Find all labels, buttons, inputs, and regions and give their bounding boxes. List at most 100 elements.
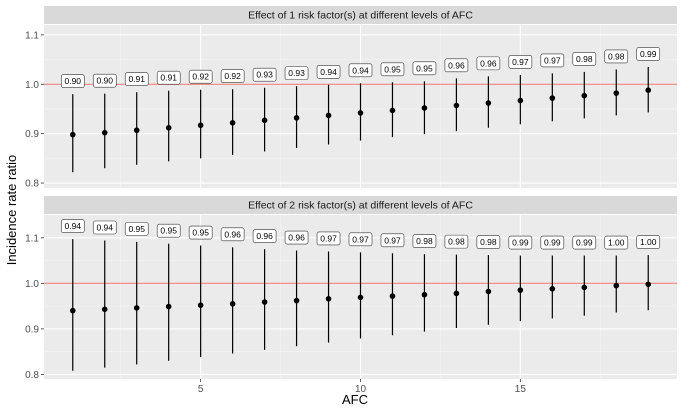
data-point	[485, 288, 492, 295]
data-label-box	[252, 67, 277, 82]
data-label-box	[572, 52, 597, 66]
x-axis: 5 10 15	[198, 379, 526, 395]
data-label-box	[508, 55, 533, 69]
x-tick-label: 5	[198, 384, 204, 395]
data-point	[485, 100, 492, 106]
data-label-box	[60, 74, 85, 88]
data-label-box	[572, 235, 597, 250]
data-label: 0.97	[320, 233, 337, 243]
data-label: 0.92	[192, 72, 209, 82]
data-point	[549, 286, 556, 292]
data-label-box	[636, 47, 661, 61]
data-label-box	[604, 49, 629, 64]
data-label: 0.91	[128, 74, 145, 84]
data-label: 0.97	[352, 234, 369, 244]
data-point	[421, 105, 428, 111]
data-label: 0.99	[576, 238, 593, 248]
data-label-box	[316, 64, 341, 79]
data-point	[549, 95, 556, 101]
x-tick-label: 15	[515, 384, 527, 395]
panel-strip	[44, 196, 677, 214]
data-point	[389, 107, 396, 114]
data-label: 0.94	[96, 223, 113, 233]
data-label-box	[476, 56, 501, 71]
data-label: 0.98	[416, 236, 433, 246]
data-label-box	[124, 222, 149, 236]
data-point	[325, 296, 332, 302]
data-label: 0.95	[160, 226, 177, 236]
data-point	[517, 287, 524, 293]
data-label-box	[60, 219, 85, 233]
data-label: 0.97	[512, 57, 529, 67]
data-label-box	[508, 235, 533, 250]
data-label-box	[188, 225, 213, 240]
data-label: 0.98	[576, 54, 593, 64]
data-label: 0.95	[416, 63, 433, 73]
y-tick-label: 1.0	[25, 279, 39, 290]
data-point	[133, 127, 140, 134]
panel-two-risk-factors: Effect of 2 risk factor(s) at different …	[25, 196, 677, 381]
data-point	[645, 281, 652, 288]
data-label: 0.98	[448, 237, 465, 247]
data-point	[613, 282, 620, 289]
panel-title: Effect of 1 risk factor(s) at different …	[248, 10, 473, 22]
data-point	[613, 90, 620, 96]
data-point	[517, 97, 524, 104]
data-label-box	[380, 233, 405, 248]
x-tick-label: 10	[355, 384, 367, 395]
data-label-box	[540, 235, 565, 250]
data-label-box	[92, 220, 117, 235]
data-label: 0.90	[64, 76, 81, 86]
data-label-box	[124, 72, 149, 86]
data-label-box	[348, 63, 373, 78]
y-tick-label: 0.8	[25, 179, 39, 190]
y-tick-label: 1.1	[25, 233, 39, 244]
data-point	[101, 306, 108, 313]
data-point	[453, 102, 460, 109]
panel-title: Effect of 2 risk factor(s) at different …	[248, 200, 473, 212]
data-point	[133, 305, 140, 311]
data-label: 0.97	[384, 235, 401, 245]
data-label: 0.91	[160, 73, 177, 83]
x-axis-title: AFC	[342, 392, 368, 407]
data-label: 0.96	[288, 233, 305, 243]
data-label: 0.99	[512, 238, 529, 248]
data-label: 0.97	[544, 55, 561, 65]
y-tick-label: 0.9	[25, 129, 39, 140]
data-point	[69, 307, 76, 314]
data-point	[101, 129, 108, 136]
y-tick-label: 1.1	[25, 30, 39, 41]
data-label: 0.94	[352, 65, 369, 75]
data-label-box	[540, 53, 565, 68]
data-label-box	[380, 62, 405, 77]
data-point	[293, 297, 300, 304]
data-label-box	[252, 229, 277, 243]
data-label: 0.94	[320, 67, 337, 77]
data-label-box	[604, 235, 629, 250]
data-label-box	[412, 234, 437, 248]
data-label-box	[316, 231, 341, 246]
panel-one-risk-factor: Effect of 1 risk factor(s) at different …	[25, 6, 677, 190]
data-label-box	[220, 69, 245, 84]
data-label: 1.00	[608, 238, 625, 248]
data-label: 0.98	[608, 51, 625, 61]
data-point	[229, 120, 236, 126]
data-label-box	[412, 61, 437, 76]
data-point	[69, 131, 76, 138]
data-label: 0.99	[640, 49, 657, 59]
data-point	[389, 293, 396, 299]
data-point	[581, 284, 588, 291]
data-point	[293, 115, 300, 121]
data-label-box	[156, 70, 181, 85]
y-tick-label: 1.0	[25, 80, 39, 91]
data-point	[165, 303, 172, 310]
data-point	[165, 124, 172, 131]
data-label: 0.98	[480, 237, 497, 247]
y-tick-label: 0.9	[25, 324, 39, 335]
data-label: 0.92	[224, 71, 241, 81]
data-point	[229, 301, 236, 307]
panel-strip	[44, 6, 677, 24]
data-label: 0.93	[288, 68, 305, 78]
data-point	[325, 112, 332, 119]
data-point	[645, 87, 652, 93]
